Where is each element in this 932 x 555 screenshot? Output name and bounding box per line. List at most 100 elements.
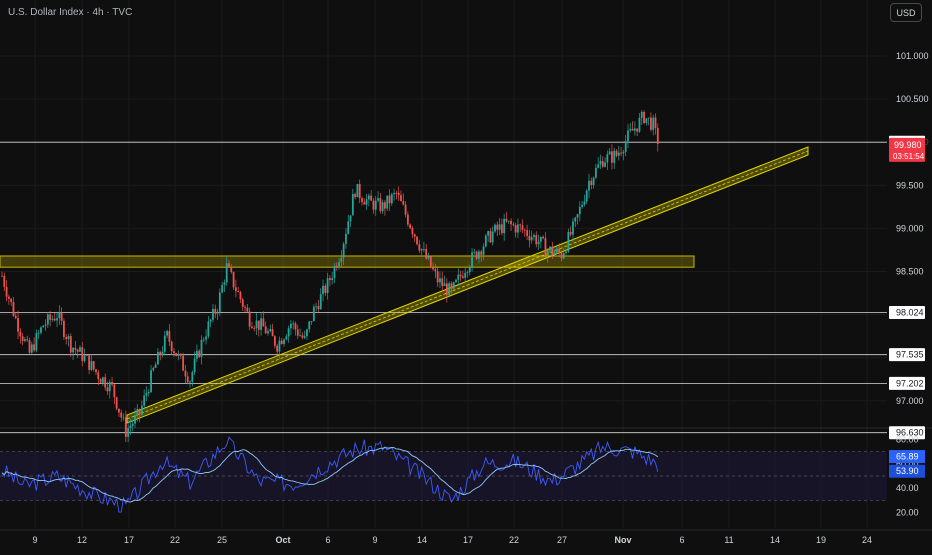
- candle-body: [283, 339, 285, 344]
- candle-body: [457, 274, 460, 280]
- candle-body: [244, 306, 246, 308]
- candle-body: [448, 283, 451, 296]
- candle-body: [111, 382, 113, 385]
- level-label-box: [889, 376, 925, 390]
- candle-body: [560, 252, 563, 259]
- rsi-tick-label: 40.00: [896, 483, 919, 493]
- candle-body: [276, 345, 279, 352]
- candle-body: [85, 355, 88, 357]
- candle-body: [636, 128, 639, 132]
- candle-body: [558, 248, 561, 253]
- candle-body: [503, 218, 506, 234]
- candle-body: [157, 352, 159, 365]
- candle-body: [134, 415, 136, 424]
- candle-body: [507, 220, 510, 222]
- candle-body: [205, 336, 207, 340]
- candle-body: [629, 128, 632, 131]
- candle-body: [106, 387, 109, 392]
- candle-body: [322, 285, 324, 295]
- candle-body: [30, 344, 33, 353]
- candle-body: [546, 250, 549, 256]
- candle-body: [521, 225, 524, 230]
- candle-body: [196, 350, 198, 359]
- candle-body: [601, 161, 604, 167]
- candle-body: [645, 118, 648, 123]
- candles-layer: [1, 110, 659, 443]
- candle-body: [347, 221, 350, 234]
- rsi-tick-label: 20.00: [896, 508, 919, 518]
- candle-body: [280, 340, 283, 344]
- candle-body: [44, 324, 47, 326]
- candle-body: [606, 154, 609, 163]
- candle-body: [505, 218, 508, 222]
- candle-body: [246, 307, 249, 312]
- candle-body: [340, 257, 343, 263]
- candle-body: [26, 339, 29, 341]
- candle-body: [406, 214, 409, 225]
- candle-body: [615, 150, 618, 156]
- candle-body: [273, 336, 276, 346]
- candle-body: [58, 312, 61, 319]
- candle-body: [214, 308, 217, 314]
- candle-body: [46, 314, 49, 325]
- candle-body: [544, 238, 547, 256]
- candle-body: [404, 204, 407, 215]
- rsi-value-label: 65.89: [896, 452, 919, 462]
- candle-body: [588, 180, 590, 191]
- grid-layer: [0, 0, 932, 531]
- candle-body: [627, 130, 629, 142]
- candle-body: [72, 347, 74, 353]
- candle-body: [452, 282, 455, 289]
- candle-body: [466, 272, 469, 273]
- level-label-box: [889, 348, 925, 362]
- candle-body: [37, 332, 40, 334]
- candle-body: [418, 244, 421, 251]
- candle-body: [42, 325, 45, 328]
- candle-body: [393, 192, 396, 195]
- candle-body: [583, 201, 586, 205]
- candle-body: [69, 336, 72, 353]
- candle-body: [253, 328, 256, 329]
- candle-body: [95, 369, 97, 373]
- candle-body: [166, 331, 168, 336]
- candle-body: [484, 235, 487, 247]
- candle-body: [138, 409, 141, 415]
- candle-body: [553, 252, 556, 255]
- candle-body: [459, 274, 462, 277]
- rsi-ma-value-box: [889, 464, 925, 478]
- axes-layer: 101.000100.500100.00099.50099.00098.5009…: [32, 51, 928, 545]
- candle-body: [468, 267, 471, 273]
- candle-body: [427, 256, 430, 259]
- time-tick-label: 9: [372, 535, 377, 545]
- candle-body: [379, 198, 382, 212]
- rsi-pane: [0, 436, 887, 513]
- candle-body: [491, 231, 494, 243]
- candle-body: [10, 298, 13, 303]
- candle-body: [519, 224, 522, 226]
- candle-body: [104, 377, 107, 388]
- candle-body: [278, 340, 281, 352]
- currency-button[interactable]: USD: [890, 3, 922, 22]
- candle-body: [294, 323, 297, 330]
- candle-body: [372, 200, 375, 210]
- candle-body: [631, 128, 634, 131]
- rsi-value-box: [889, 450, 925, 464]
- candle-body: [597, 164, 600, 168]
- resistance-zone: [0, 255, 695, 268]
- candle-body: [260, 318, 263, 330]
- candle-body: [5, 286, 8, 297]
- candle-body: [33, 344, 36, 351]
- candle-body: [81, 347, 84, 361]
- candle-body: [120, 412, 123, 418]
- candle-body: [562, 253, 565, 259]
- candle-body: [255, 320, 258, 329]
- candle-body: [473, 251, 476, 253]
- horizontal-levels-layer: [0, 141, 887, 434]
- candle-body: [152, 367, 155, 371]
- candle-body: [388, 195, 391, 204]
- candle-body: [239, 291, 242, 300]
- candle-body: [624, 141, 627, 152]
- candle-body: [574, 217, 577, 222]
